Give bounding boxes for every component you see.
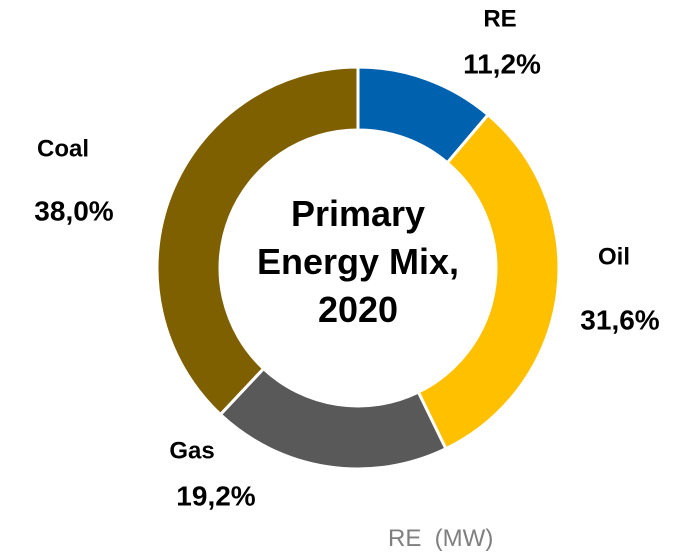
slice-value: 38,0% [34,195,113,226]
donut-slice [218,366,448,471]
donut-slice [416,112,561,451]
slice-value: 31,6% [580,304,659,335]
donut-slice [155,65,360,417]
slice-value: 11,2% [463,48,541,79]
slice-name: RE [483,5,516,32]
chart-title: Primary Energy Mix, 2020 [256,193,460,330]
slice-name: Oil [598,243,630,270]
annotation: RE (MW) [388,525,494,552]
slice-name: Gas [169,437,214,464]
slice-name: Coal [37,135,89,162]
slice-value: 19,2% [176,480,255,511]
